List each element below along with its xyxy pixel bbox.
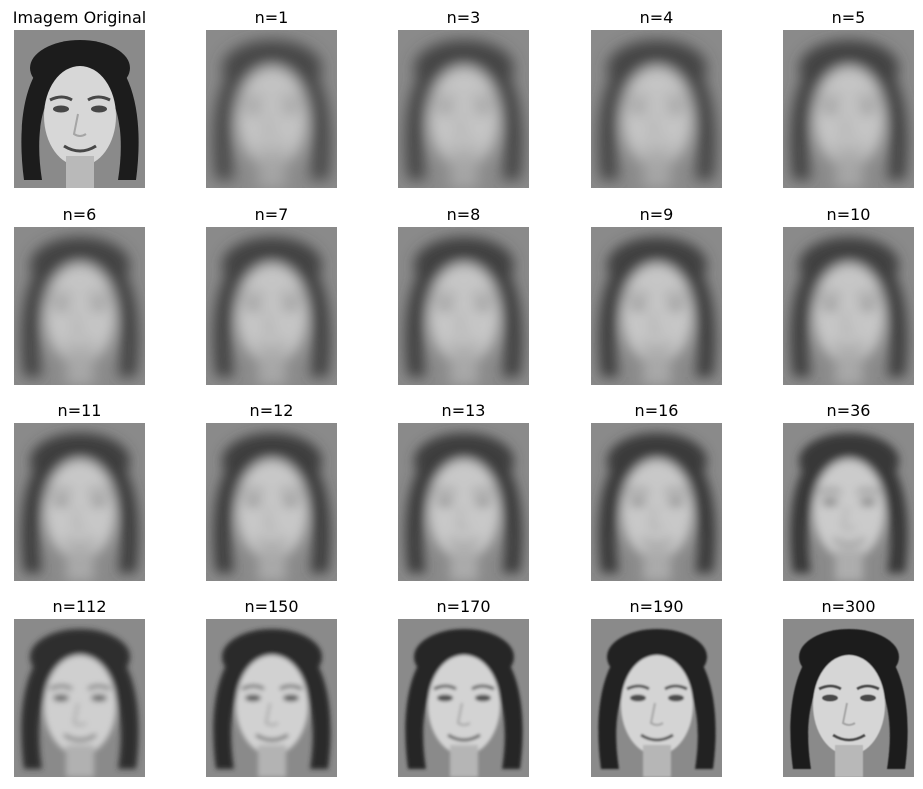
face-image xyxy=(398,619,529,777)
face-svg xyxy=(206,227,337,385)
panel-title: n=13 xyxy=(441,401,486,420)
face-svg xyxy=(783,423,914,581)
face-svg xyxy=(591,227,722,385)
face-svg xyxy=(14,423,145,581)
face-image xyxy=(14,423,145,581)
panel-title: n=11 xyxy=(57,401,102,420)
face-svg xyxy=(206,30,337,188)
face-image xyxy=(591,619,722,777)
panel-title: n=3 xyxy=(446,8,481,27)
panel-title: n=5 xyxy=(831,8,866,27)
face-image xyxy=(14,227,145,385)
face-image xyxy=(206,227,337,385)
face-image xyxy=(398,423,529,581)
panel-title: n=6 xyxy=(62,205,97,224)
face-svg xyxy=(783,619,914,777)
face-svg xyxy=(206,619,337,777)
face-image xyxy=(591,227,722,385)
panel-title: n=7 xyxy=(254,205,289,224)
face-image xyxy=(591,30,722,188)
panel-title: n=36 xyxy=(826,401,871,420)
panel-title: n=16 xyxy=(634,401,679,420)
face-image xyxy=(398,30,529,188)
face-image xyxy=(206,423,337,581)
face-svg xyxy=(398,619,529,777)
panel-title: n=190 xyxy=(629,597,684,616)
panel-title: n=1 xyxy=(254,8,289,27)
face-svg xyxy=(591,30,722,188)
face-svg xyxy=(783,227,914,385)
face-image xyxy=(783,227,914,385)
face-image xyxy=(14,619,145,777)
face-svg xyxy=(398,423,529,581)
face-image xyxy=(783,30,914,188)
panel-title: n=300 xyxy=(821,597,876,616)
face-svg xyxy=(783,30,914,188)
face-svg xyxy=(14,227,145,385)
face-svg xyxy=(398,30,529,188)
panel-title: Imagem Original xyxy=(12,8,147,27)
face-image xyxy=(206,619,337,777)
face-svg xyxy=(591,619,722,777)
face-image xyxy=(398,227,529,385)
panel-title: n=150 xyxy=(244,597,299,616)
face-image xyxy=(206,30,337,188)
panel-title: n=8 xyxy=(446,205,481,224)
panel-title: n=9 xyxy=(639,205,674,224)
face-svg xyxy=(591,423,722,581)
panel-title: n=12 xyxy=(249,401,294,420)
panel-title: n=4 xyxy=(639,8,674,27)
face-image xyxy=(783,619,914,777)
face-svg xyxy=(14,619,145,777)
panel-title: n=10 xyxy=(826,205,871,224)
face-svg xyxy=(398,227,529,385)
face-image xyxy=(14,30,145,188)
face-image xyxy=(591,423,722,581)
face-svg xyxy=(14,30,145,188)
panel-title: n=170 xyxy=(436,597,491,616)
face-svg xyxy=(206,423,337,581)
face-image xyxy=(783,423,914,581)
panel-title: n=112 xyxy=(52,597,107,616)
